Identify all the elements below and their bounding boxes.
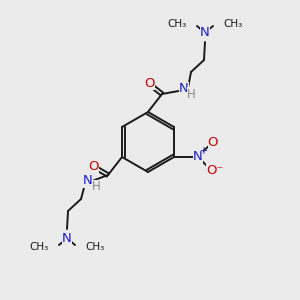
Text: O: O bbox=[208, 136, 218, 149]
Text: N: N bbox=[83, 175, 93, 188]
Text: H: H bbox=[187, 88, 195, 100]
Text: O: O bbox=[144, 76, 154, 90]
Text: O: O bbox=[88, 160, 98, 172]
Text: CH₃: CH₃ bbox=[30, 242, 49, 252]
Text: +: + bbox=[199, 146, 207, 156]
Text: CH₃: CH₃ bbox=[223, 19, 242, 29]
Text: H: H bbox=[92, 181, 100, 194]
Text: O⁻: O⁻ bbox=[206, 164, 224, 176]
Text: N: N bbox=[179, 82, 189, 95]
Text: CH₃: CH₃ bbox=[85, 242, 104, 252]
Text: N: N bbox=[193, 149, 203, 163]
Text: CH₃: CH₃ bbox=[168, 19, 187, 29]
Text: N: N bbox=[200, 26, 210, 38]
Text: N: N bbox=[62, 232, 72, 244]
